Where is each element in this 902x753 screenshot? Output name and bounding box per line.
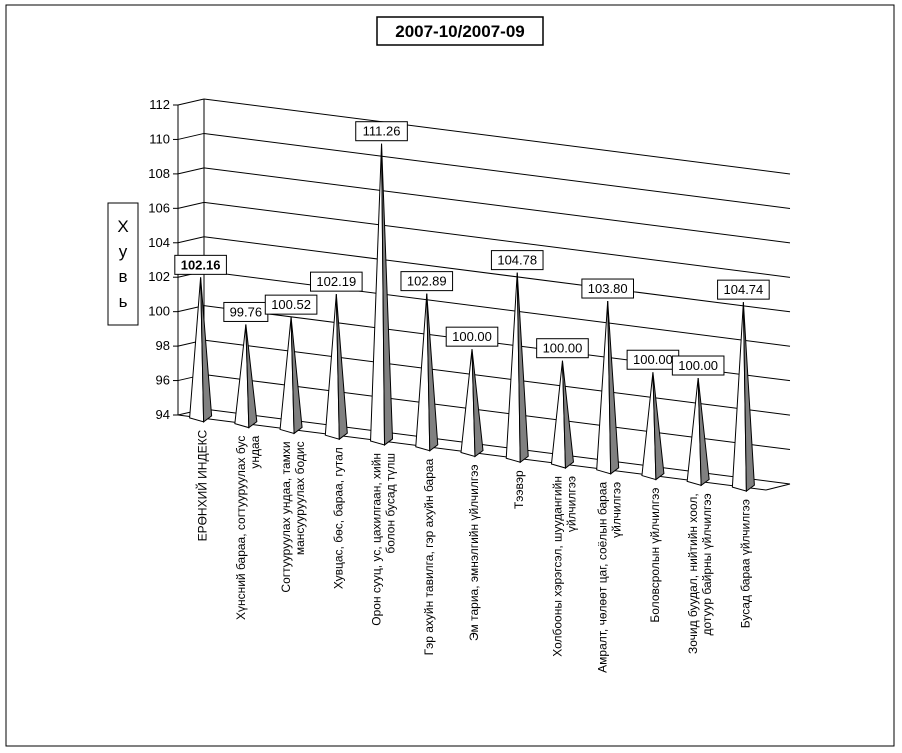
cone-side (245, 324, 258, 429)
grid-diag (177, 167, 205, 175)
y-tick-label: 94 (156, 407, 170, 422)
data-label-text: 99.76 (230, 304, 263, 319)
y-tick-label: 106 (148, 200, 170, 215)
y-tick-label: 100 (148, 304, 170, 319)
cone (234, 324, 258, 429)
cone-side (742, 302, 755, 493)
cone (370, 143, 394, 446)
category-label: Тээвэр (512, 470, 526, 509)
category-label: Согтууруулах ундаа, тамхимансууруулах бо… (279, 441, 307, 592)
data-label: 100.52 (264, 294, 318, 315)
category-label: Боловсролын үйлчилгээ (648, 488, 662, 623)
category-labels: ЕРӨНХИЙ ИНДЕКС Хүнсний бараа, согтууруула… (195, 430, 753, 673)
cone (641, 372, 665, 481)
data-label: 100.00 (536, 338, 589, 359)
data-label: 102.19 (310, 271, 363, 292)
data-label-text: 100.00 (633, 352, 673, 367)
cone-side (561, 360, 574, 470)
cone-side (335, 294, 348, 441)
data-label: 103.80 (581, 278, 634, 299)
data-label-text: 102.19 (316, 274, 356, 289)
data-label-text: 102.89 (407, 274, 447, 289)
gridline (203, 270, 791, 347)
cone-side (381, 143, 394, 446)
category-label: Зочид буудал, нийтийн хоол,дотуур байрны… (686, 493, 714, 654)
cone-side (426, 293, 439, 452)
data-label-text: 100.00 (452, 329, 492, 344)
cone-side (200, 277, 213, 423)
category-label: Бусад бараа үйлчилгээ (738, 499, 752, 628)
category-label: Хувцас, бөс, бараа, гутал (331, 447, 345, 589)
y-tick-label: 98 (156, 338, 170, 353)
grid-diag (177, 132, 205, 140)
cone-side (471, 349, 484, 458)
data-label: 102.89 (400, 271, 454, 292)
floor-side-edge (765, 483, 791, 491)
data-label-text: 111.26 (363, 124, 401, 139)
chart-border (5, 4, 895, 747)
grid-diag (177, 98, 205, 106)
gridlines (177, 98, 791, 485)
category-label: Хүнсний бараа, согтууруулах бусундаа (234, 435, 262, 620)
data-label-text: 103.80 (588, 281, 628, 296)
gridline (203, 236, 791, 313)
category-label: Холбооны хэрэгсэл, шуудангийнүйлчилгээ (550, 476, 578, 657)
data-label-text: 100.00 (543, 341, 583, 356)
data-label: 111.26 (355, 121, 408, 142)
gridline (203, 167, 791, 244)
cones (189, 143, 755, 493)
data-label: 104.78 (490, 250, 544, 271)
category-label: Эм тариа, эмнэлгийн үйлчилгээ (467, 465, 481, 641)
cone (324, 294, 348, 441)
y-tick-label: 108 (148, 166, 170, 181)
chart-title: 2007-10/2007-09 (395, 22, 525, 41)
category-label: ЕРӨНХИЙ ИНДЕКС (195, 430, 210, 542)
data-label-text: 100.00 (678, 358, 718, 373)
chart-title-box: 2007-10/2007-09 (376, 16, 544, 46)
cone-side (290, 317, 303, 435)
gridline (203, 98, 791, 175)
cone-side (516, 272, 529, 464)
cone-side (697, 377, 710, 487)
cone (596, 300, 620, 475)
cone (686, 377, 710, 487)
data-label: 100.00 (626, 349, 680, 370)
y-tick-label: 110 (149, 131, 170, 146)
data-label-text: 100.52 (271, 297, 311, 312)
data-label: 100.00 (671, 355, 725, 376)
grid-diag (177, 201, 205, 209)
y-tick-label: 104 (148, 235, 170, 250)
category-label: Гэр ахуйн тавилга, гэр ахуйн бараа (422, 458, 436, 655)
gridline (203, 132, 791, 209)
cone (731, 302, 755, 493)
y-tick-label: 96 (156, 373, 170, 388)
data-label-text: 104.74 (724, 282, 764, 297)
data-label: 104.74 (717, 279, 770, 300)
cone (505, 272, 529, 464)
category-label: Амралт, чөлөөт цаг, соёлын барааүйлчилгэ… (596, 481, 624, 672)
cone-side (652, 372, 665, 481)
y-tick-label: 102 (148, 269, 170, 284)
data-label: 99.76 (223, 301, 269, 322)
data-labels: 102.16 99.76 100.52 102.19 111.26 102.89 100.0… (174, 121, 770, 376)
cone-side (607, 300, 620, 475)
gridline (203, 201, 791, 278)
data-label-text: 104.78 (497, 253, 537, 268)
data-label: 102.16 (174, 254, 227, 275)
y-tick-label: 112 (149, 97, 170, 112)
data-label-text: 102.16 (181, 257, 221, 272)
cone (189, 277, 213, 423)
cone (415, 293, 439, 452)
category-label: Орон сууц, ус, цахилгаан, хийнболон буса… (370, 453, 398, 626)
grid-diag (177, 236, 205, 244)
cone (550, 360, 574, 470)
data-label: 100.00 (445, 326, 499, 347)
cone (460, 349, 484, 458)
cone (279, 317, 303, 435)
axes: 94 96 98 100 102 104 106 108 110 112 (148, 97, 791, 491)
gridline (203, 339, 791, 416)
